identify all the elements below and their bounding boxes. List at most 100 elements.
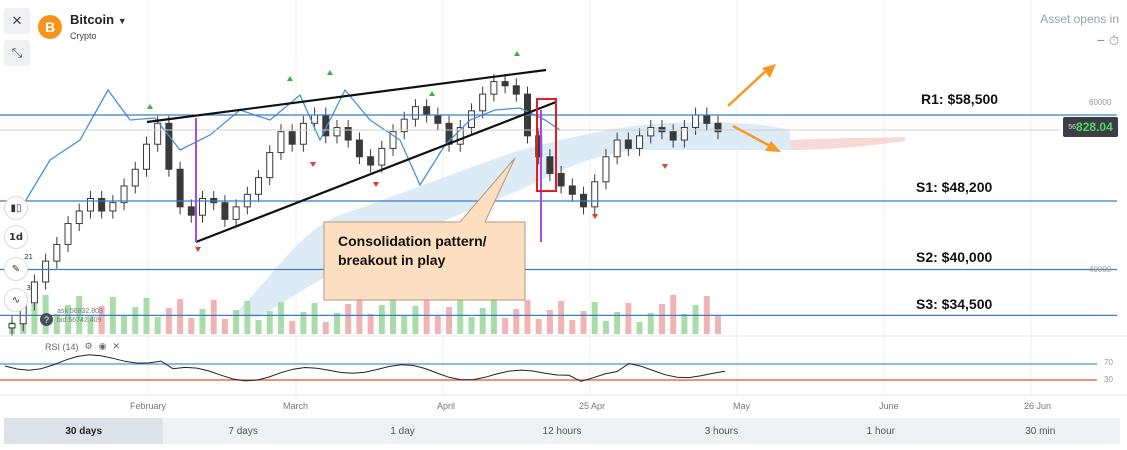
- candle-body: [30, 281, 38, 304]
- asset-type: Crypto: [70, 31, 97, 41]
- candle-body: [411, 106, 419, 120]
- bid-price: bid 56742.409: [57, 317, 102, 324]
- volume-bar: [177, 299, 184, 334]
- candle-body: [434, 114, 442, 124]
- candle-body: [400, 118, 408, 133]
- fractal-marker: [327, 70, 333, 75]
- wedge-lower-line: [195, 100, 557, 244]
- volume-bar: [188, 318, 195, 334]
- indicators-button[interactable]: ∿ 3: [4, 284, 31, 312]
- timeframe-1-day[interactable]: 1 day: [390, 425, 415, 437]
- timeframe-3-hours[interactable]: 3 hours: [704, 425, 739, 437]
- ask-price: ask 56832.803: [57, 308, 103, 315]
- fractal-marker: [373, 182, 379, 187]
- eye-icon[interactable]: ◉: [98, 341, 107, 352]
- timeframe-30-days[interactable]: 30 days: [4, 418, 164, 444]
- rsi-level-label: 30: [1104, 375, 1113, 384]
- rsi-label: RSI (14): [45, 341, 79, 352]
- drawing-tools-button[interactable]: ✎ 21: [4, 253, 33, 281]
- settings-icon[interactable]: ⚙: [84, 341, 93, 352]
- volume-bar: [636, 322, 643, 334]
- volume-bar: [524, 300, 531, 334]
- volume-bar: [244, 301, 251, 334]
- chart-type-button[interactable]: ▮▯: [4, 196, 28, 220]
- timer-control[interactable]: − ⏱: [1097, 32, 1119, 49]
- volume-bar: [53, 314, 60, 334]
- timeframe-7-days[interactable]: 7 days: [228, 425, 258, 437]
- interval-button[interactable]: 1d: [4, 225, 28, 249]
- callout-text: Consolidation pattern/ breakout in play: [338, 233, 487, 268]
- rsi-indicator: [0, 354, 1097, 382]
- volume-bar: [311, 303, 318, 334]
- asset-opens-label: Asset opens in: [1040, 12, 1119, 26]
- timeframe-1-hour[interactable]: 1 hour: [866, 425, 895, 437]
- volume-bar: [658, 304, 665, 334]
- time-axis-label: 25 Apr: [579, 401, 606, 411]
- volume-bar: [412, 306, 419, 334]
- candle-body: [299, 122, 307, 145]
- candle-body: [680, 127, 688, 141]
- chart-overlays: [0, 51, 1117, 317]
- wave-icon: ∿: [11, 294, 21, 306]
- close-icon[interactable]: ✕: [112, 341, 120, 351]
- volume-bar: [356, 295, 363, 334]
- price-axis-label: 40000: [1089, 265, 1112, 274]
- volume-bar: [614, 312, 621, 334]
- volume-bar: [333, 313, 340, 334]
- fractal-marker: [429, 91, 435, 96]
- callout-box: [323, 157, 526, 301]
- volume-bar: [670, 295, 677, 334]
- candle-body: [389, 131, 397, 149]
- asset-selector[interactable]: Bitcoin ▼: [70, 12, 127, 27]
- volume-bar: [569, 320, 576, 334]
- candle-body: [479, 93, 487, 112]
- candle-body: [591, 181, 599, 208]
- volume-bar: [502, 318, 509, 334]
- candle-body: [636, 135, 644, 149]
- time-axis-label: May: [733, 401, 751, 411]
- candle-body: [176, 168, 184, 208]
- trend-arrow-up: [727, 68, 769, 107]
- current-price-tag: 56 828.04: [1063, 117, 1118, 137]
- candle-body: [490, 81, 498, 95]
- candle-body: [456, 127, 464, 145]
- time-axis-label: June: [879, 401, 899, 411]
- wedge-upper-line: [146, 68, 547, 124]
- rsi-level-label: 70: [1104, 358, 1113, 367]
- candle-body: [613, 139, 621, 158]
- trend-arrow-down: [732, 124, 773, 149]
- fractal-marker: [195, 247, 201, 252]
- timeframe-12-hours[interactable]: 12 hours: [542, 425, 582, 437]
- volume-bar: [65, 305, 72, 334]
- help-icon[interactable]: ?: [40, 313, 53, 326]
- chart-grid: [0, 0, 1127, 396]
- candle-body: [669, 131, 677, 141]
- trend-arrow-down-head: [765, 141, 781, 152]
- volume-bar: [692, 305, 699, 334]
- close-icon: ✕: [11, 13, 23, 29]
- close-chart-button[interactable]: ✕: [4, 8, 30, 34]
- volume-bar: [154, 317, 161, 334]
- volume-bar: [322, 322, 329, 334]
- level-label-s1: S1: $48,200: [916, 179, 993, 195]
- timeframe-30-min[interactable]: 30 min: [1025, 425, 1056, 437]
- volume-bar: [535, 319, 542, 334]
- candle-body: [64, 223, 72, 245]
- candle-body: [75, 210, 83, 225]
- volume-bar: [221, 319, 228, 334]
- fractal-marker: [514, 51, 520, 56]
- candle-icon: ▮▯: [10, 202, 22, 214]
- compress-button[interactable]: ⤡: [4, 40, 30, 66]
- candle-body: [255, 177, 263, 195]
- candle-body: [120, 185, 128, 204]
- candle-body: [277, 131, 285, 154]
- cloud-area-bearish: [790, 137, 905, 150]
- breakout-highlight-box: [536, 98, 557, 192]
- candle-body: [98, 197, 106, 212]
- time-axis-label: 26 Jun: [1024, 401, 1052, 411]
- volume-bars: [9, 295, 721, 334]
- candle-body: [53, 243, 61, 262]
- pencil-icon: ✎: [11, 263, 21, 275]
- bitcoin-logo-icon: B: [38, 15, 62, 39]
